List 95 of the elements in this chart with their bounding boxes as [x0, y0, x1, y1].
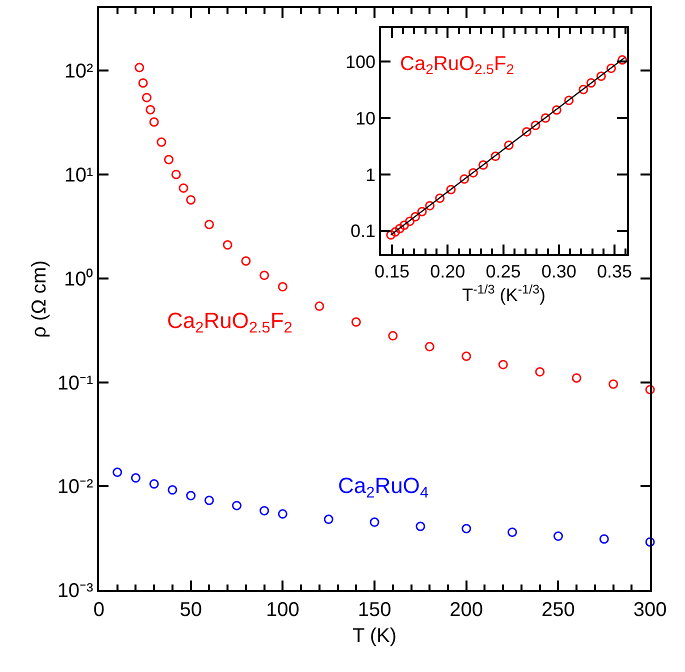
- x-tick-label: 100: [266, 598, 300, 621]
- point: [146, 104, 156, 114]
- point: [478, 160, 488, 170]
- point: [446, 184, 456, 194]
- point: [395, 224, 405, 234]
- point: [232, 500, 242, 510]
- point: [178, 183, 188, 193]
- point: [222, 240, 232, 250]
- point: [204, 220, 214, 230]
- point: [606, 64, 616, 74]
- point: [186, 195, 196, 205]
- point: [417, 206, 427, 216]
- series-label: Ca$_{2}$RuO$_{2.5}$F$_{2}$: [167, 308, 292, 337]
- point: [599, 534, 609, 544]
- point: [388, 331, 398, 341]
- point: [386, 230, 396, 240]
- point: [171, 170, 181, 180]
- x-tick-label: 300: [633, 598, 667, 621]
- point: [390, 227, 400, 237]
- x-tick-label: 250: [542, 598, 575, 621]
- point: [278, 282, 288, 292]
- point: [134, 62, 144, 72]
- point: [578, 84, 588, 94]
- point: [618, 55, 628, 65]
- point: [399, 220, 409, 230]
- point: [164, 154, 174, 164]
- point: [608, 379, 618, 389]
- y-tick-label: 10²: [64, 60, 94, 83]
- point: [416, 522, 426, 532]
- point: [564, 96, 574, 106]
- point: [552, 105, 562, 115]
- x-axis-title: T$^{-1/3}$ (K$^{-1/3}$): [462, 282, 546, 305]
- series-label: Ca$_{2}$RuO$_{4}$: [338, 473, 429, 502]
- point: [149, 479, 159, 489]
- point: [645, 384, 655, 394]
- x-tick-label: 0.30: [541, 261, 576, 282]
- point: [370, 517, 380, 527]
- x-axis-title: T (K): [352, 624, 397, 647]
- x-tick-label: 0.15: [374, 261, 410, 282]
- point: [460, 174, 470, 184]
- point: [498, 360, 508, 370]
- point: [204, 496, 214, 506]
- point: [278, 509, 288, 519]
- y-axis-title: ρ (Ω cm): [28, 260, 50, 338]
- point: [112, 468, 122, 478]
- point: [596, 71, 606, 81]
- point: [324, 514, 334, 524]
- point: [424, 342, 434, 352]
- y-tick-label: 10¹: [64, 164, 94, 186]
- text: Ca$_{2}$RuO$_{2.5}$F$_{2}$: [400, 53, 514, 78]
- point: [241, 256, 251, 266]
- point: [645, 537, 655, 547]
- y-tick-label: 0.1: [350, 221, 376, 242]
- point: [530, 120, 540, 130]
- point: [410, 212, 420, 222]
- x-tick-label: 0.25: [486, 261, 521, 282]
- point: [490, 152, 500, 162]
- point: [425, 200, 435, 210]
- point: [149, 117, 159, 127]
- x-tick-label: 0: [93, 598, 105, 621]
- point: [462, 524, 472, 534]
- x-tick-label: 0.35: [597, 261, 632, 282]
- point: [468, 168, 478, 178]
- point: [351, 317, 361, 327]
- point: [586, 78, 596, 88]
- point: [572, 373, 582, 383]
- point: [156, 137, 166, 147]
- point: [168, 485, 178, 495]
- point: [553, 531, 563, 541]
- x-tick-label: 150: [358, 598, 392, 621]
- point: [314, 301, 324, 311]
- point: [260, 506, 270, 516]
- y-tick-label: 10⁻²: [57, 476, 94, 498]
- point: [142, 92, 152, 102]
- y-tick-label: 100: [345, 52, 376, 72]
- point: [260, 270, 270, 280]
- point: [435, 193, 445, 203]
- point: [535, 367, 545, 377]
- x-tick-label: 200: [450, 598, 484, 621]
- y-tick-label: 10⁻¹: [57, 372, 94, 394]
- point: [504, 140, 514, 150]
- point: [130, 473, 140, 483]
- y-tick-label: 10⁻³: [57, 580, 94, 602]
- point: [540, 113, 550, 123]
- point: [405, 216, 415, 226]
- point: [508, 527, 518, 537]
- point: [186, 490, 196, 500]
- y-tick-label: 10: [355, 108, 376, 128]
- point: [138, 78, 148, 88]
- x-tick-label: 50: [180, 598, 202, 621]
- y-tick-label: 10⁰: [64, 267, 94, 290]
- point: [462, 351, 472, 361]
- y-tick-label: 1: [365, 164, 376, 185]
- x-tick-label: 0.20: [430, 261, 466, 282]
- point: [522, 127, 532, 137]
